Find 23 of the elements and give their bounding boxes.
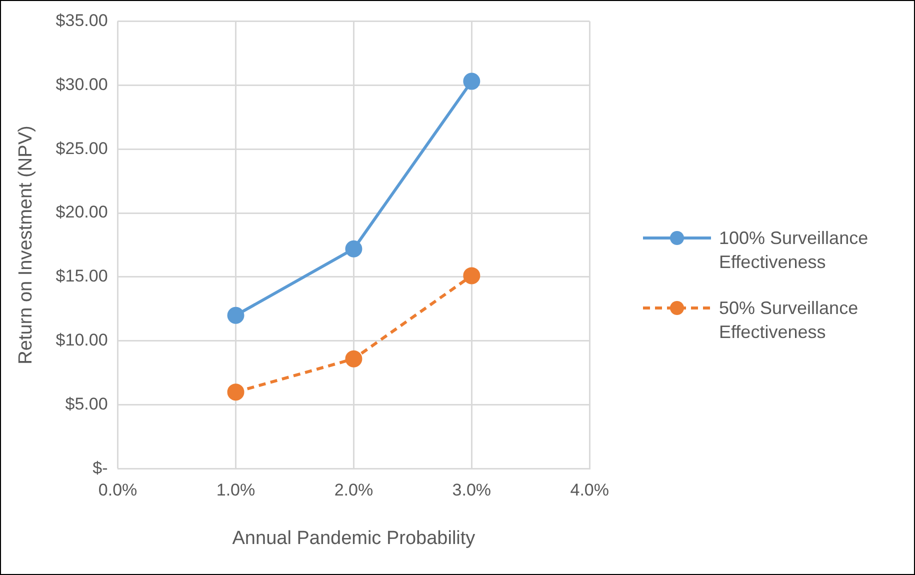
- point: [227, 306, 244, 324]
- point: [463, 267, 480, 284]
- x-tick-label: 3.0%: [452, 480, 492, 500]
- y-tick-label: $20.00: [56, 202, 108, 222]
- y-tick-label: $10.00: [56, 330, 108, 350]
- legend-label: 100% Surveillance Effectiveness: [719, 227, 870, 274]
- x-tick-label: 0.0%: [98, 480, 138, 500]
- point: [345, 350, 362, 368]
- x-tick-label: 4.0%: [570, 480, 609, 500]
- x-tick-label: 2.0%: [334, 480, 374, 500]
- y-tick-label: $-: [92, 458, 108, 478]
- point: [345, 240, 362, 258]
- y-tick-label: $25.00: [56, 138, 108, 158]
- point: [463, 72, 480, 90]
- x-tick-label: 1.0%: [216, 480, 256, 500]
- x-axis-title: Annual Pandemic Probability: [232, 528, 476, 549]
- point: [227, 384, 244, 401]
- y-tick-label: $5.00: [65, 394, 108, 414]
- y-tick-label: $15.00: [56, 266, 108, 286]
- y-axis-title: Return on Investment (NPV): [16, 126, 37, 364]
- y-tick-label: $35.00: [56, 10, 108, 30]
- legend-label: 50% Surveillance Effectiveness: [719, 297, 860, 344]
- y-tick-label: $30.00: [56, 74, 108, 94]
